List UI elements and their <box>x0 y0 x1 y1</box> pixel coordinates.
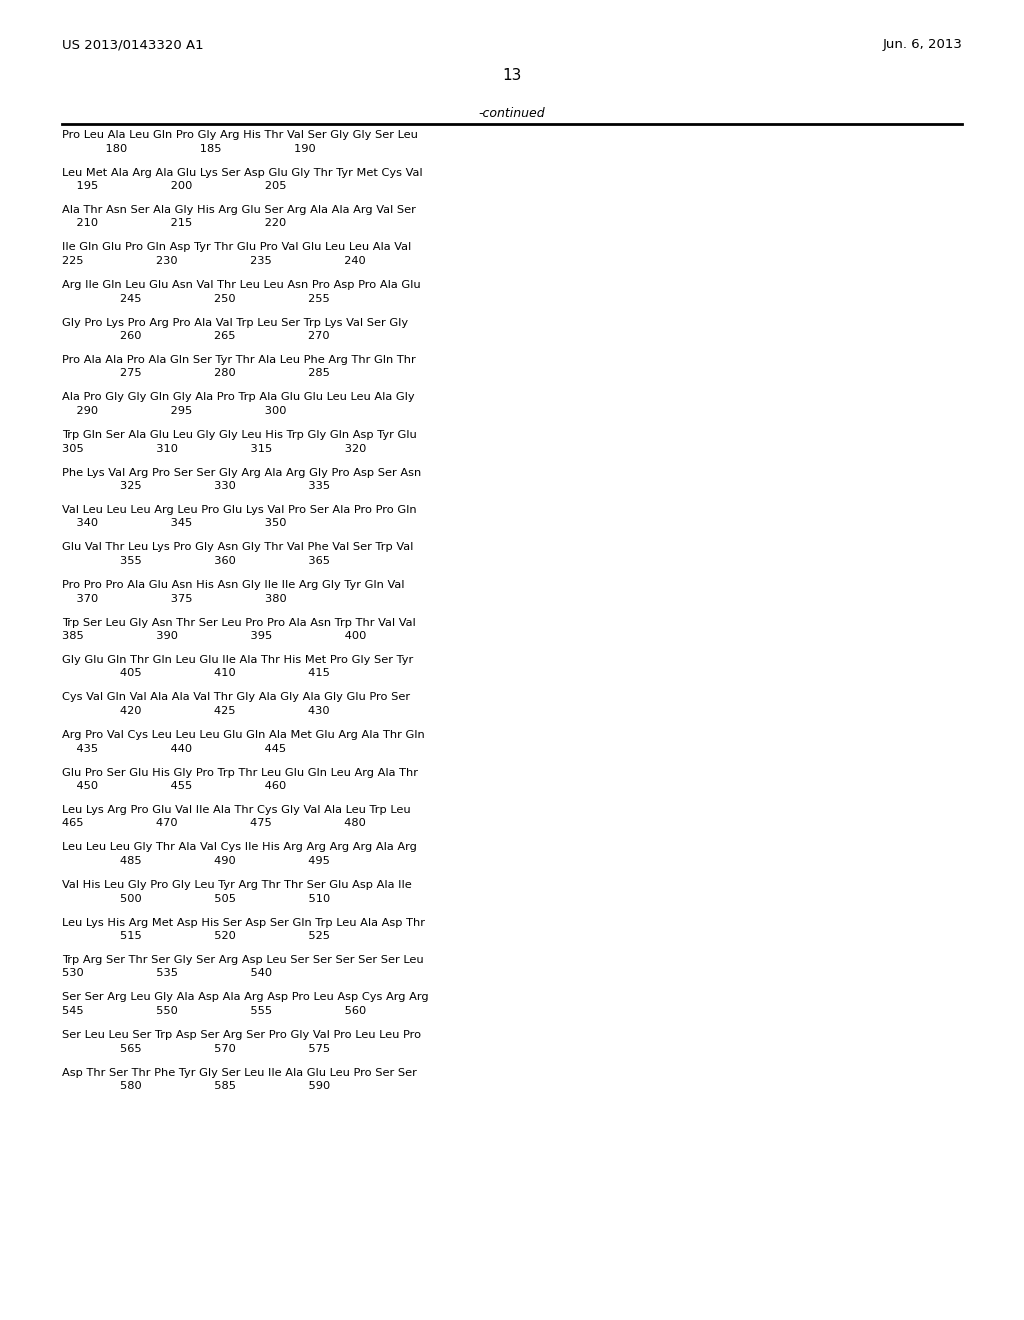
Text: Leu Lys Arg Pro Glu Val Ile Ala Thr Cys Gly Val Ala Leu Trp Leu: Leu Lys Arg Pro Glu Val Ile Ala Thr Cys … <box>62 805 411 814</box>
Text: 405                    410                    415: 405 410 415 <box>62 668 330 678</box>
Text: Glu Val Thr Leu Lys Pro Gly Asn Gly Thr Val Phe Val Ser Trp Val: Glu Val Thr Leu Lys Pro Gly Asn Gly Thr … <box>62 543 414 553</box>
Text: Pro Ala Ala Pro Ala Gln Ser Tyr Thr Ala Leu Phe Arg Thr Gln Thr: Pro Ala Ala Pro Ala Gln Ser Tyr Thr Ala … <box>62 355 416 366</box>
Text: Jun. 6, 2013: Jun. 6, 2013 <box>882 38 962 51</box>
Text: 435                    440                    445: 435 440 445 <box>62 743 286 754</box>
Text: 485                    490                    495: 485 490 495 <box>62 855 330 866</box>
Text: Gly Glu Gln Thr Gln Leu Glu Ile Ala Thr His Met Pro Gly Ser Tyr: Gly Glu Gln Thr Gln Leu Glu Ile Ala Thr … <box>62 655 414 665</box>
Text: 580                    585                    590: 580 585 590 <box>62 1081 331 1092</box>
Text: Phe Lys Val Arg Pro Ser Ser Gly Arg Ala Arg Gly Pro Asp Ser Asn: Phe Lys Val Arg Pro Ser Ser Gly Arg Ala … <box>62 467 421 478</box>
Text: 500                    505                    510: 500 505 510 <box>62 894 331 903</box>
Text: 565                    570                    575: 565 570 575 <box>62 1044 330 1053</box>
Text: 225                    230                    235                    240: 225 230 235 240 <box>62 256 366 267</box>
Text: 515                    520                    525: 515 520 525 <box>62 931 330 941</box>
Text: 325                    330                    335: 325 330 335 <box>62 480 330 491</box>
Text: Pro Leu Ala Leu Gln Pro Gly Arg His Thr Val Ser Gly Gly Ser Leu: Pro Leu Ala Leu Gln Pro Gly Arg His Thr … <box>62 129 418 140</box>
Text: 210                    215                    220: 210 215 220 <box>62 219 287 228</box>
Text: 370                    375                    380: 370 375 380 <box>62 594 287 603</box>
Text: 545                    550                    555                    560: 545 550 555 560 <box>62 1006 367 1016</box>
Text: 13: 13 <box>503 69 521 83</box>
Text: 260                    265                    270: 260 265 270 <box>62 331 330 341</box>
Text: Val His Leu Gly Pro Gly Leu Tyr Arg Thr Thr Ser Glu Asp Ala Ile: Val His Leu Gly Pro Gly Leu Tyr Arg Thr … <box>62 880 412 890</box>
Text: Arg Pro Val Cys Leu Leu Leu Glu Gln Ala Met Glu Arg Ala Thr Gln: Arg Pro Val Cys Leu Leu Leu Glu Gln Ala … <box>62 730 425 741</box>
Text: 385                    390                    395                    400: 385 390 395 400 <box>62 631 367 642</box>
Text: US 2013/0143320 A1: US 2013/0143320 A1 <box>62 38 204 51</box>
Text: Asp Thr Ser Thr Phe Tyr Gly Ser Leu Ile Ala Glu Leu Pro Ser Ser: Asp Thr Ser Thr Phe Tyr Gly Ser Leu Ile … <box>62 1068 417 1077</box>
Text: Cys Val Gln Val Ala Ala Val Thr Gly Ala Gly Ala Gly Glu Pro Ser: Cys Val Gln Val Ala Ala Val Thr Gly Ala … <box>62 693 411 702</box>
Text: 180                    185                    190: 180 185 190 <box>62 144 315 153</box>
Text: Leu Met Ala Arg Ala Glu Lys Ser Asp Glu Gly Thr Tyr Met Cys Val: Leu Met Ala Arg Ala Glu Lys Ser Asp Glu … <box>62 168 423 177</box>
Text: Trp Ser Leu Gly Asn Thr Ser Leu Pro Pro Ala Asn Trp Thr Val Val: Trp Ser Leu Gly Asn Thr Ser Leu Pro Pro … <box>62 618 416 627</box>
Text: Ser Leu Leu Ser Trp Asp Ser Arg Ser Pro Gly Val Pro Leu Leu Pro: Ser Leu Leu Ser Trp Asp Ser Arg Ser Pro … <box>62 1030 421 1040</box>
Text: Pro Pro Pro Ala Glu Asn His Asn Gly Ile Ile Arg Gly Tyr Gln Val: Pro Pro Pro Ala Glu Asn His Asn Gly Ile … <box>62 579 404 590</box>
Text: 450                    455                    460: 450 455 460 <box>62 781 287 791</box>
Text: Gly Pro Lys Pro Arg Pro Ala Val Trp Leu Ser Trp Lys Val Ser Gly: Gly Pro Lys Pro Arg Pro Ala Val Trp Leu … <box>62 318 409 327</box>
Text: Ala Thr Asn Ser Ala Gly His Arg Glu Ser Arg Ala Ala Arg Val Ser: Ala Thr Asn Ser Ala Gly His Arg Glu Ser … <box>62 205 416 215</box>
Text: 195                    200                    205: 195 200 205 <box>62 181 287 191</box>
Text: 245                    250                    255: 245 250 255 <box>62 293 330 304</box>
Text: 355                    360                    365: 355 360 365 <box>62 556 330 566</box>
Text: Ser Ser Arg Leu Gly Ala Asp Ala Arg Asp Pro Leu Asp Cys Arg Arg: Ser Ser Arg Leu Gly Ala Asp Ala Arg Asp … <box>62 993 429 1002</box>
Text: 420                    425                    430: 420 425 430 <box>62 706 330 715</box>
Text: 465                    470                    475                    480: 465 470 475 480 <box>62 818 366 829</box>
Text: Glu Pro Ser Glu His Gly Pro Trp Thr Leu Glu Gln Leu Arg Ala Thr: Glu Pro Ser Glu His Gly Pro Trp Thr Leu … <box>62 767 418 777</box>
Text: Trp Arg Ser Thr Ser Gly Ser Arg Asp Leu Ser Ser Ser Ser Ser Leu: Trp Arg Ser Thr Ser Gly Ser Arg Asp Leu … <box>62 954 424 965</box>
Text: Trp Gln Ser Ala Glu Leu Gly Gly Leu His Trp Gly Gln Asp Tyr Glu: Trp Gln Ser Ala Glu Leu Gly Gly Leu His … <box>62 430 417 440</box>
Text: Arg Ile Gln Leu Glu Asn Val Thr Leu Leu Asn Pro Asp Pro Ala Glu: Arg Ile Gln Leu Glu Asn Val Thr Leu Leu … <box>62 280 421 290</box>
Text: Leu Lys His Arg Met Asp His Ser Asp Ser Gln Trp Leu Ala Asp Thr: Leu Lys His Arg Met Asp His Ser Asp Ser … <box>62 917 425 928</box>
Text: 290                    295                    300: 290 295 300 <box>62 407 287 416</box>
Text: 275                    280                    285: 275 280 285 <box>62 368 330 379</box>
Text: -continued: -continued <box>478 107 546 120</box>
Text: Ala Pro Gly Gly Gln Gly Ala Pro Trp Ala Glu Glu Leu Leu Ala Gly: Ala Pro Gly Gly Gln Gly Ala Pro Trp Ala … <box>62 392 415 403</box>
Text: Ile Gln Glu Pro Gln Asp Tyr Thr Glu Pro Val Glu Leu Leu Ala Val: Ile Gln Glu Pro Gln Asp Tyr Thr Glu Pro … <box>62 243 412 252</box>
Text: 340                    345                    350: 340 345 350 <box>62 519 287 528</box>
Text: Leu Leu Leu Gly Thr Ala Val Cys Ile His Arg Arg Arg Arg Ala Arg: Leu Leu Leu Gly Thr Ala Val Cys Ile His … <box>62 842 417 853</box>
Text: Val Leu Leu Leu Arg Leu Pro Glu Lys Val Pro Ser Ala Pro Pro Gln: Val Leu Leu Leu Arg Leu Pro Glu Lys Val … <box>62 506 417 515</box>
Text: 305                    310                    315                    320: 305 310 315 320 <box>62 444 367 454</box>
Text: 530                    535                    540: 530 535 540 <box>62 969 272 978</box>
